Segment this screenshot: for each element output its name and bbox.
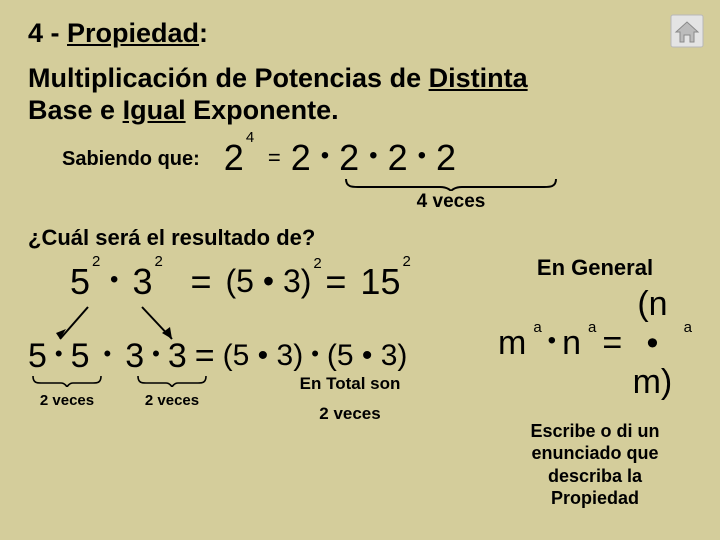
term-5-2: 5 2	[70, 261, 90, 303]
describe-l1: Escribe o di un	[498, 420, 692, 443]
long-3b: 3	[168, 337, 187, 376]
mini-label-2: 2 veces	[124, 392, 220, 409]
title-prefix: 4 -	[28, 18, 67, 48]
expand-term-3: 2	[388, 137, 408, 179]
brace-label-4veces: 4 veces	[344, 191, 558, 213]
dot-icon: •	[110, 266, 118, 294]
long-5a: 5	[28, 337, 47, 376]
result-exp: 2	[402, 253, 410, 270]
describe-l4: Propiedad	[498, 487, 692, 510]
equals: =	[195, 337, 215, 376]
eg-group: (n • m)	[628, 285, 676, 402]
power-expansion: 2 4 = 2 • 2 • 2 • 2	[224, 137, 456, 179]
two-column-area: 5 2 • 3 2 = (5 • 3) 2 = 15 2	[28, 251, 692, 510]
mini-label-1: 2 veces	[28, 392, 106, 409]
term-5-exp: 2	[92, 253, 100, 270]
eg-eq: =	[602, 324, 622, 363]
expand-term-4: 2	[436, 137, 456, 179]
slide-title: 4 - Propiedad:	[28, 18, 692, 49]
dot-icon: •	[418, 142, 426, 170]
en-general-formula: ma • na = (n • m)a	[498, 285, 692, 402]
mini-brace-1: 2 veces	[28, 374, 106, 424]
en-total-line1: En Total son	[270, 374, 430, 394]
group-exp: 2	[313, 255, 321, 272]
dot-icon: •	[104, 341, 112, 367]
describe-l3: describa la	[498, 465, 692, 488]
result-15-2: 15 2	[360, 261, 400, 303]
power-base: 2	[224, 137, 244, 178]
expand-term-2: 2	[339, 137, 359, 179]
left-column: 5 2 • 3 2 = (5 • 3) 2 = 15 2	[28, 251, 488, 424]
brace-4veces: 4 veces	[344, 177, 558, 213]
question-label: ¿Cuál será el resultado de?	[28, 225, 692, 251]
result-base: 15	[360, 261, 400, 302]
eg-m: m	[498, 324, 526, 363]
power-2-4: 2 4	[224, 137, 244, 179]
en-general-title: En General	[498, 255, 692, 281]
term-5-base: 5	[70, 261, 90, 302]
subtitle-part3: Exponente.	[186, 95, 339, 125]
equals: =	[325, 261, 346, 303]
label-sabiendo: Sabiendo que:	[28, 148, 200, 179]
title-suffix: :	[199, 18, 208, 48]
title-underlined: Propiedad	[67, 18, 199, 48]
term-3-base: 3	[132, 261, 152, 302]
slide: 4 - Propiedad: Multiplicación de Potenci…	[0, 0, 720, 510]
term-3-2: 3 2	[132, 261, 152, 303]
subtitle-underline1: Distinta	[429, 63, 528, 93]
slide-subtitle: Multiplicación de Potencias de Distinta …	[28, 63, 692, 127]
rhs-group-1: (5 • 3)	[223, 339, 304, 373]
subtitle-part1: Multiplicación de Potencias de	[28, 63, 429, 93]
row-sabiendo: Sabiendo que: 2 4 = 2 • 2 • 2 • 2	[28, 137, 692, 179]
eg-n: n	[562, 324, 581, 363]
describe-l2: enunciado que	[498, 442, 692, 465]
rhs-group-2: (5 • 3)	[327, 339, 408, 373]
eg-m-exp: a	[533, 319, 541, 336]
expand-term-1: 2	[291, 137, 311, 179]
right-column: En General ma • na = (n • m)a Escribe o …	[488, 251, 692, 510]
en-total: En Total son 2 veces	[270, 374, 430, 424]
dot-icon: •	[548, 327, 556, 355]
power-exp: 4	[246, 129, 254, 146]
subtitle-part2: Base e	[28, 95, 123, 125]
dot-icon: •	[321, 142, 329, 170]
equals: =	[268, 145, 281, 171]
subtitle-underline2: Igual	[123, 95, 186, 125]
arrows	[80, 305, 488, 337]
eg-n-exp: a	[588, 319, 596, 336]
en-total-line2: 2 veces	[270, 404, 430, 424]
group-5x3: (5 • 3) 2	[226, 263, 312, 300]
dot-icon: •	[311, 341, 319, 367]
long-expansion-row: 5 • 5 • 3 • 3 = (5 • 3) • (5 • 3)	[28, 337, 488, 376]
mini-brace-2: 2 veces	[124, 374, 220, 424]
dot-icon: •	[55, 341, 63, 367]
dot-icon: •	[152, 341, 160, 367]
long-3a: 3	[125, 337, 144, 376]
equals: =	[190, 261, 211, 303]
eg-group-exp: a	[684, 319, 692, 336]
group-text: (5 • 3)	[226, 263, 312, 299]
mini-braces-row: 2 veces 2 veces En Total son 2 veces	[28, 374, 488, 424]
example-row: 5 2 • 3 2 = (5 • 3) 2 = 15 2	[28, 261, 488, 303]
describe-prompt: Escribe o di un enunciado que describa l…	[498, 420, 692, 510]
dot-icon: •	[369, 142, 377, 170]
long-5b: 5	[71, 337, 90, 376]
term-3-exp: 2	[154, 253, 162, 270]
